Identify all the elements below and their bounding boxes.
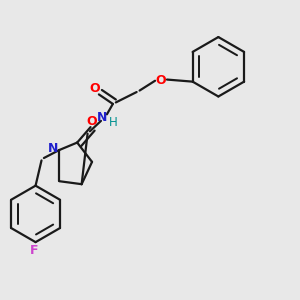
Text: F: F (30, 244, 38, 257)
Text: H: H (110, 116, 118, 129)
Text: N: N (97, 111, 108, 124)
Text: O: O (89, 82, 100, 95)
Text: O: O (155, 74, 166, 87)
Text: O: O (87, 115, 98, 128)
Text: N: N (48, 142, 58, 155)
